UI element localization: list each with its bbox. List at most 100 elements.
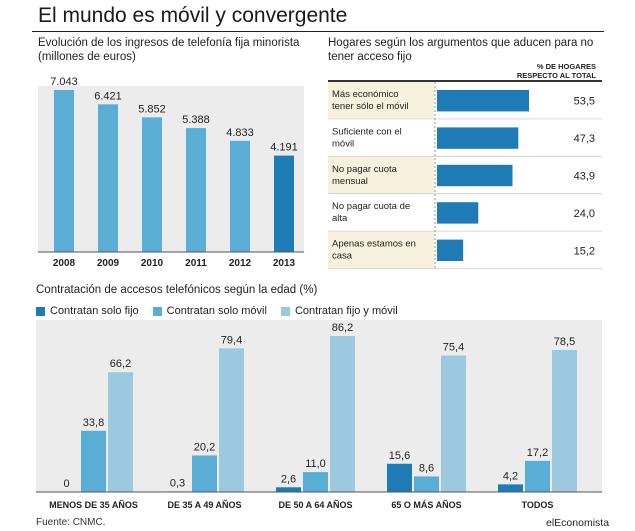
- column-header-line: % DE HOGARES: [537, 62, 596, 71]
- year-tick-label: 2011: [185, 258, 207, 269]
- access-bar: [552, 349, 577, 492]
- access-bar: [81, 430, 106, 492]
- access-value-label: 33,8: [83, 417, 104, 429]
- access-bar: [192, 455, 217, 492]
- year-tick-label: 2013: [273, 258, 296, 269]
- access-bar: [414, 476, 439, 492]
- household-bar: [437, 90, 529, 112]
- access-bar: [276, 487, 301, 492]
- legend-swatch: [280, 306, 290, 316]
- title-divider: [32, 31, 604, 32]
- year-tick-label: 2009: [97, 258, 120, 269]
- legend-label: Contratan solo móvil: [166, 305, 267, 317]
- access-value-label: 75,4: [443, 342, 464, 354]
- household-value-label: 53,5: [574, 96, 595, 108]
- access-bar: [219, 348, 244, 492]
- revenue-chart-title: Evolución de los ingresos de telefonía f…: [38, 37, 300, 63]
- access-chart-title: Contratación de accesos telefónicos segú…: [36, 284, 318, 296]
- household-value-label: 15,2: [574, 245, 595, 257]
- legend-label: Contratan solo fijo: [50, 305, 139, 317]
- brand-credit: elEconomista: [546, 517, 610, 529]
- access-value-label: 11,0: [305, 458, 326, 470]
- households-chart-title: Hogares según los argumentos que aducen …: [328, 37, 594, 63]
- access-bar: [303, 472, 328, 492]
- category-band: [328, 156, 434, 194]
- year-tick-label: 2010: [141, 258, 164, 269]
- legend-label: Contratan fijo y móvil: [294, 305, 398, 317]
- legend-swatch: [36, 306, 45, 316]
- access-bar: [498, 484, 523, 492]
- category-band: [328, 194, 434, 231]
- access-value-label: 79,4: [221, 334, 242, 346]
- legend-item-fijo-y-movil: Contratan fijo y móvil: [280, 305, 398, 317]
- revenue-value-label: 4.833: [226, 127, 254, 139]
- category-band: [328, 119, 434, 156]
- revenue-bar: [142, 117, 162, 252]
- age-group-tick-label: TODOS: [522, 500, 554, 510]
- source-note: Fuente: CNMC.: [36, 517, 106, 528]
- household-bar: [437, 202, 479, 224]
- access-value-label: 0,3: [170, 477, 185, 489]
- access-value-label: 0: [63, 478, 69, 490]
- revenue-bar: [98, 104, 118, 252]
- household-bar: [437, 164, 513, 187]
- category-label: Suficiente con el: [332, 126, 402, 137]
- access-value-label: 78,5: [554, 336, 575, 348]
- header-rule: [328, 80, 602, 82]
- category-band: [328, 231, 434, 268]
- age-group-tick-label: DE 35 A 49 AÑOS: [167, 500, 241, 510]
- legend-item-solo-fijo: Contratan solo fijo: [36, 305, 139, 317]
- household-value-label: 43,9: [574, 171, 595, 183]
- access-value-label: 20,2: [194, 441, 215, 453]
- access-value-label: 4,2: [503, 470, 518, 482]
- revenue-value-label: 6.421: [94, 90, 122, 102]
- household-value-label: 47,3: [574, 133, 595, 145]
- category-label: Más económico: [332, 89, 399, 100]
- category-band: [328, 82, 434, 119]
- access-value-label: 86,2: [332, 322, 353, 334]
- age-group-tick-label: MENOS DE 35 AÑOS: [49, 500, 138, 510]
- column-header-line: RESPECTO AL TOTAL: [517, 71, 597, 80]
- access-bar: [108, 372, 133, 492]
- access-bar: [387, 463, 412, 492]
- age-group-tick-label: 65 O MÁS AÑOS: [391, 500, 461, 510]
- access-value-label: 2,6: [281, 473, 296, 485]
- revenue-value-label: 5.388: [182, 114, 210, 126]
- revenue-value-label: 4.191: [270, 142, 298, 154]
- revenue-value-label: 7.043: [50, 76, 78, 88]
- category-label: Apenas estamos en: [332, 239, 416, 250]
- category-label: móvil: [332, 138, 354, 149]
- revenue-bar: [54, 90, 74, 252]
- category-label: tener sólo el móvil: [332, 101, 409, 112]
- category-label: mensual: [332, 176, 368, 187]
- household-bar: [437, 239, 464, 261]
- plot-background: [38, 86, 304, 252]
- category-label: alta: [332, 213, 348, 224]
- household-bar: [437, 127, 519, 149]
- access-value-label: 66,2: [110, 358, 131, 370]
- access-value-label: 8,6: [419, 462, 434, 474]
- access-bar: [330, 336, 355, 492]
- year-tick-label: 2008: [53, 258, 76, 269]
- access-bar: [441, 355, 466, 492]
- year-tick-label: 2012: [229, 258, 252, 269]
- legend-item-solo-movil: Contratan solo móvil: [152, 305, 267, 317]
- category-label: No pagar cuota de: [332, 201, 410, 212]
- page-title: El mundo es móvil y convergente: [38, 4, 348, 27]
- household-value-label: 24,0: [574, 208, 595, 220]
- category-label: casa: [332, 251, 353, 262]
- access-bar: [525, 460, 550, 492]
- revenue-value-label: 5.852: [138, 103, 166, 115]
- revenue-bar: [186, 128, 206, 252]
- revenue-bar: [230, 140, 250, 252]
- access-chart-legend: Contratan solo fijo Contratan solo móvil…: [36, 305, 398, 317]
- category-label: No pagar cuota: [332, 164, 398, 175]
- age-group-tick-label: DE 50 A 64 AÑOS: [278, 500, 352, 510]
- revenue-bar: [274, 155, 294, 252]
- legend-swatch: [152, 306, 162, 316]
- access-value-label: 17,2: [527, 447, 548, 459]
- access-value-label: 15,6: [389, 450, 410, 462]
